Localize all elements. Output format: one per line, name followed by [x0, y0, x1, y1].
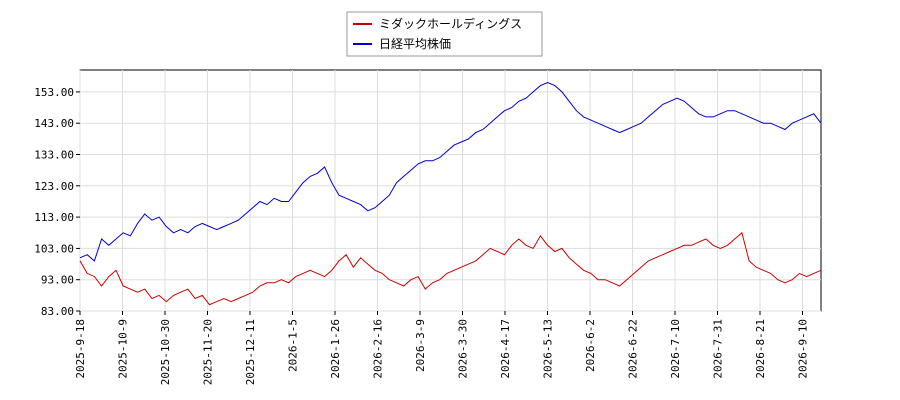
- y-axis: 83.00 93.00 103.00 113.00 123.00 133.00 143.00…: [34, 86, 80, 318]
- x-tick-label: 2026-1-5: [287, 319, 300, 372]
- series-line-0: [79, 231, 822, 306]
- grid-lines: [79, 70, 821, 312]
- y-tick-label: 113.00: [34, 211, 74, 224]
- x-tick-label: 2026-6-2: [584, 319, 597, 372]
- y-tick-label: 133.00: [34, 149, 74, 162]
- x-tick-label: 2025-9-18: [74, 319, 87, 379]
- y-tick-label: 83.00: [41, 305, 74, 318]
- legend-label-1: 日経平均株価: [379, 36, 451, 51]
- plot-area: [79, 69, 822, 312]
- x-tick-label: 2026-4-17: [499, 319, 512, 379]
- series-line-1: [79, 81, 822, 262]
- x-tick-label: 2026-9-10: [797, 319, 810, 379]
- x-tick-label: 2026-3-30: [457, 319, 470, 379]
- x-tick-label: 2026-8-21: [754, 319, 767, 379]
- x-tick-label: 2026-3-9: [414, 319, 427, 372]
- x-tick-label: 2025-10-30: [159, 319, 172, 385]
- x-tick-label: 2026-2-16: [372, 319, 385, 379]
- x-tick-label: 2025-10-9: [117, 319, 130, 379]
- legend-label-0: ミダックホールディングス: [379, 16, 522, 31]
- x-tick-label: 2026-1-26: [329, 319, 342, 379]
- x-tick-label: 2026-7-31: [712, 319, 725, 379]
- y-tick-label: 103.00: [34, 242, 74, 255]
- x-tick-label: 2026-6-22: [627, 319, 640, 379]
- x-tick-label: 2025-11-20: [202, 319, 215, 385]
- legend: ミダックホールディングス 日経平均株価: [346, 11, 543, 57]
- x-axis: 2025-9-18 2025-10-9 2025-10-30 2025-11-20 20…: [74, 311, 810, 385]
- x-tick-label: 2025-12-11: [244, 319, 257, 385]
- legend-box: [346, 11, 543, 57]
- series-layer: [79, 81, 822, 306]
- y-tick-label: 123.00: [34, 180, 74, 193]
- y-tick-label: 153.00: [34, 86, 74, 99]
- y-tick-label: 143.00: [34, 117, 74, 130]
- y-tick-label: 93.00: [41, 274, 74, 287]
- x-tick-label: 2026-5-13: [542, 319, 555, 379]
- x-tick-label: 2026-7-10: [669, 319, 682, 379]
